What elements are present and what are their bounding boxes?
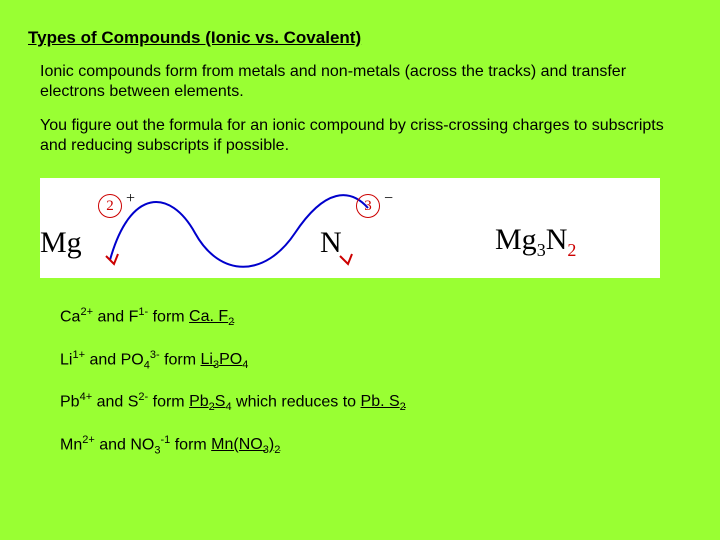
examples-block: Ca2+ and F1- form Ca. F2 Li1+ and PO43- …: [0, 278, 720, 456]
ex1-prod: Ca. F: [189, 308, 228, 325]
ex2-product: Li3PO4: [201, 351, 249, 368]
intro-paragraph-2: You figure out the formula for an ionic …: [0, 102, 720, 156]
ex3-rsub: 2: [400, 402, 406, 414]
ex3-reduced: Pb. S2: [361, 393, 406, 410]
diagram-left-charge-circle: 2: [98, 194, 122, 218]
ex2-mid: form: [160, 351, 201, 368]
ex3-ion2: S: [128, 393, 139, 410]
diagram-left-sign: +: [126, 190, 135, 208]
ex2-ch2: 3-: [150, 349, 160, 361]
ex3-prod: Pb: [189, 393, 209, 410]
diagram-right-charge-circle: 3: [356, 194, 380, 218]
ex3-tail: which reduces to: [232, 393, 361, 410]
intro-paragraph-1: Ionic compounds form from metals and non…: [0, 48, 720, 102]
example-4: Mn2+ and NO3-1 form Mn(NO3)2: [60, 434, 720, 457]
ex3-ch1: 4+: [80, 391, 93, 403]
ex1-product: Ca. F2: [189, 308, 234, 325]
ex1-ion1: Ca: [60, 308, 80, 325]
ex4-psub2: 2: [274, 444, 280, 456]
example-1: Ca2+ and F1- form Ca. F2: [60, 306, 720, 329]
ex4-ch1: 2+: [82, 434, 95, 446]
ex3-ch2: 2-: [138, 391, 148, 403]
ex4-prod: Mn(NO: [211, 436, 263, 453]
diagram-right-element: N: [320, 226, 342, 260]
product-a: Mg: [495, 223, 537, 256]
ex3-ion1: Pb: [60, 393, 80, 410]
ex1-mid: form: [148, 308, 189, 325]
product-b-sub: 2: [567, 240, 576, 260]
ex3-prod2: S: [215, 393, 226, 410]
diagram-product: Mg3N2: [495, 223, 576, 261]
ex4-ch2: -1: [161, 434, 171, 446]
example-2: Li1+ and PO43- form Li3PO4: [60, 349, 720, 372]
ex1-psub: 2: [228, 317, 234, 329]
product-b: N: [546, 223, 568, 256]
ex4-ion1: Mn: [60, 436, 82, 453]
ex4-mid: form: [170, 436, 211, 453]
ex2-prod2: PO: [219, 351, 242, 368]
ex2-ch1: 1+: [72, 349, 85, 361]
ex1-ch1: 2+: [80, 306, 93, 318]
page-title: Types of Compounds (Ionic vs. Covalent): [0, 0, 720, 48]
ex2-psub2: 4: [242, 359, 248, 371]
diagram-right-sign: −: [384, 190, 393, 208]
product-a-sub: 3: [537, 240, 546, 260]
ex2-ion2: PO: [121, 351, 144, 368]
ex3-product: Pb2S4: [189, 393, 232, 410]
ex2-sub2: 4: [144, 359, 150, 371]
example-3: Pb4+ and S2- form Pb2S4 which reduces to…: [60, 391, 720, 414]
ex4-ion2: NO: [130, 436, 154, 453]
ex3-mid: form: [148, 393, 189, 410]
ex2-prod: Li: [201, 351, 213, 368]
ex3-red: Pb. S: [361, 393, 400, 410]
diagram-left-element: Mg: [40, 226, 82, 260]
ex1-ion2: F: [129, 308, 139, 325]
ex4-sub2: 3: [154, 444, 160, 456]
ex1-ch2: 1-: [138, 306, 148, 318]
ex2-ion1: Li: [60, 351, 72, 368]
criss-cross-diagram: Mg 2 + N 3 − Mg3N2: [40, 178, 660, 278]
ex4-product: Mn(NO3)2: [211, 436, 280, 453]
